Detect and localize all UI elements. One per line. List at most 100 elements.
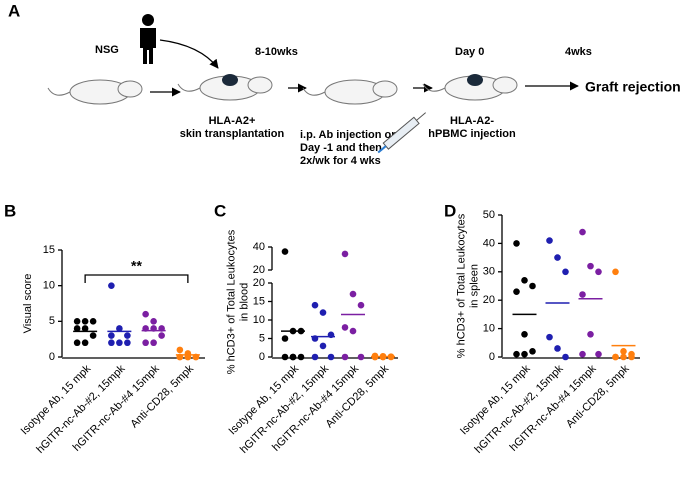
data-point <box>311 353 319 361</box>
data-point <box>521 350 528 358</box>
y-tick-label: 15 <box>43 244 55 256</box>
mouse-icon <box>302 79 398 105</box>
graft <box>222 74 238 86</box>
mouse-tail <box>422 83 446 92</box>
data-point <box>116 339 123 347</box>
arrow <box>159 39 219 69</box>
data-point <box>554 254 561 261</box>
data-point <box>554 345 561 352</box>
y-tick-label: 30 <box>483 266 495 278</box>
mouse-icon <box>422 75 518 101</box>
graft <box>467 74 483 86</box>
mouse-icon <box>47 79 143 105</box>
data-point <box>546 333 553 341</box>
y-tick-label: 5 <box>259 332 265 344</box>
y-tick-label: 50 <box>483 209 495 221</box>
mouse-tail <box>177 83 201 92</box>
y-tick-label: 10 <box>253 314 265 326</box>
step: hPBMC injection <box>428 128 516 140</box>
data-point <box>546 237 553 244</box>
data-point <box>595 350 602 358</box>
human-icon <box>142 14 154 26</box>
y-tick-label: 20 <box>253 264 265 276</box>
y-tick-label: 10 <box>483 323 495 335</box>
y-axis-label: in spleen <box>468 264 480 308</box>
step: i.p. Ab injection on <box>300 129 398 141</box>
data-point <box>327 353 335 361</box>
syringe <box>377 112 427 154</box>
data-point <box>108 339 115 347</box>
data-point <box>341 250 349 258</box>
mouse-head <box>372 80 398 98</box>
data-point <box>89 318 97 325</box>
data-point <box>142 310 149 318</box>
mouse-head <box>247 76 273 94</box>
data-point <box>620 353 627 361</box>
y-tick-label: 40 <box>483 237 495 249</box>
panel-label: A <box>8 1 20 20</box>
significance-bracket <box>84 274 189 283</box>
data-point <box>116 325 123 332</box>
y-axis-label: % hCD3+ of Total Leukocytes <box>455 213 467 358</box>
step: HLA-A2+ <box>209 115 256 127</box>
data-point <box>73 325 81 332</box>
data-point <box>579 228 586 236</box>
significance-label: ** <box>131 258 142 274</box>
data-point <box>562 268 569 276</box>
panel-label: B <box>4 201 16 220</box>
data-point <box>513 240 520 247</box>
data-point <box>357 301 365 309</box>
data-point <box>529 348 536 355</box>
data-point <box>513 288 520 295</box>
data-point <box>612 268 619 276</box>
data-point <box>108 282 115 289</box>
step: skin transplantation <box>180 128 285 140</box>
data-point <box>289 353 297 361</box>
data-point <box>124 332 131 339</box>
data-point <box>628 353 635 361</box>
data-point <box>150 318 157 325</box>
data-point <box>562 353 569 361</box>
y-tick-label: 0 <box>489 351 495 363</box>
mouse-head <box>492 76 518 94</box>
interval: 4wks <box>565 46 592 58</box>
y-tick-label: 0 <box>49 351 55 363</box>
outcome: Graft rejection <box>585 79 681 95</box>
data-point <box>319 342 327 350</box>
y-axis-label: % hCD3+ of Total Leukocytes <box>225 229 237 374</box>
mouse-head <box>117 80 143 98</box>
strain: NSG <box>95 44 119 56</box>
data-point <box>73 339 81 347</box>
data-point <box>81 325 89 332</box>
data-point <box>281 335 289 342</box>
x-tick-label: Anti-CD28, 5mpk <box>564 362 632 430</box>
y-tick-label: 20 <box>483 294 495 306</box>
panel-label: C <box>214 201 226 220</box>
x-tick-label: Anti-CD28, 5mpk <box>128 362 196 430</box>
data-point <box>311 301 319 309</box>
data-point <box>150 339 157 347</box>
y-tick-label: 15 <box>253 295 265 307</box>
data-point <box>341 324 349 331</box>
y-axis-label: Visual score <box>22 274 34 334</box>
data-point <box>587 262 594 270</box>
data-point <box>529 282 536 290</box>
data-point <box>620 348 627 355</box>
human-icon <box>140 28 156 64</box>
data-point <box>587 330 594 338</box>
mouse-tail <box>302 87 326 96</box>
schematic: A NSG 8-10wks Day 0 4wks HLA-A2+ skin tr… <box>8 1 681 166</box>
data-point <box>142 339 149 347</box>
data-point <box>513 350 520 358</box>
data-point <box>595 268 602 276</box>
y-tick-label: 0 <box>259 351 265 363</box>
mouse-tail <box>47 87 71 96</box>
y-tick-label: 5 <box>49 315 55 327</box>
data-point <box>521 330 528 338</box>
interval: 8-10wks <box>255 46 298 58</box>
day: Day 0 <box>455 46 484 58</box>
data-point <box>108 332 115 339</box>
step: Day -1 and then <box>300 142 382 154</box>
y-tick-label: 40 <box>253 241 265 253</box>
